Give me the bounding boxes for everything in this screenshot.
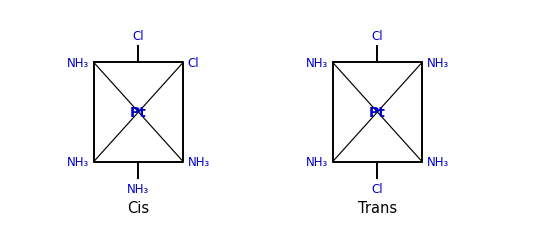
Text: Cl: Cl xyxy=(371,30,383,43)
Text: Pt: Pt xyxy=(369,106,386,119)
Text: Cl: Cl xyxy=(188,56,199,70)
Text: Cl: Cl xyxy=(371,182,383,195)
Text: NH₃: NH₃ xyxy=(306,56,328,70)
Text: Cis: Cis xyxy=(128,200,149,215)
Text: NH₃: NH₃ xyxy=(128,182,149,195)
Text: NH₃: NH₃ xyxy=(427,155,449,169)
Text: Trans: Trans xyxy=(358,200,397,215)
Text: NH₃: NH₃ xyxy=(67,155,89,169)
Text: NH₃: NH₃ xyxy=(188,155,210,169)
Text: NH₃: NH₃ xyxy=(306,155,328,169)
Text: Pt: Pt xyxy=(130,106,147,119)
Text: Cl: Cl xyxy=(132,30,144,43)
Text: NH₃: NH₃ xyxy=(67,56,89,70)
Text: NH₃: NH₃ xyxy=(427,56,449,70)
